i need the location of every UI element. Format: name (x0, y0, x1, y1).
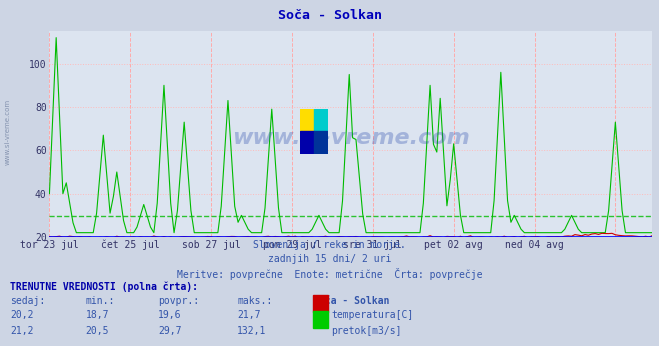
Text: www.si-vreme.com: www.si-vreme.com (232, 128, 470, 148)
Text: 132,1: 132,1 (237, 326, 267, 336)
Bar (300, 131, 314, 154)
Text: sedaj:: sedaj: (10, 296, 45, 306)
Text: Meritve: povprečne  Enote: metrične  Črta: povprečje: Meritve: povprečne Enote: metrične Črta:… (177, 268, 482, 280)
Text: 20,2: 20,2 (10, 310, 34, 320)
Text: pretok[m3/s]: pretok[m3/s] (331, 326, 402, 336)
Text: zadnjih 15 dni/ 2 uri: zadnjih 15 dni/ 2 uri (268, 254, 391, 264)
Text: 21,7: 21,7 (237, 310, 261, 320)
Text: Soča - Solkan: Soča - Solkan (277, 9, 382, 22)
Text: 21,2: 21,2 (10, 326, 34, 336)
Text: maks.:: maks.: (237, 296, 272, 306)
Text: povpr.:: povpr.: (158, 296, 199, 306)
Text: Soča - Solkan: Soča - Solkan (313, 296, 389, 306)
Text: temperatura[C]: temperatura[C] (331, 310, 414, 320)
Text: 18,7: 18,7 (86, 310, 109, 320)
Text: 29,7: 29,7 (158, 326, 182, 336)
Text: TRENUTNE VREDNOSTI (polna črta):: TRENUTNE VREDNOSTI (polna črta): (10, 282, 198, 292)
Text: www.si-vreme.com: www.si-vreme.com (5, 98, 11, 165)
Bar (300, 109, 314, 131)
Bar (314, 131, 328, 154)
Text: min.:: min.: (86, 296, 115, 306)
Text: Slovenija / reke in morje.: Slovenija / reke in morje. (253, 240, 406, 251)
Bar (314, 109, 328, 131)
Text: 19,6: 19,6 (158, 310, 182, 320)
Text: 20,5: 20,5 (86, 326, 109, 336)
